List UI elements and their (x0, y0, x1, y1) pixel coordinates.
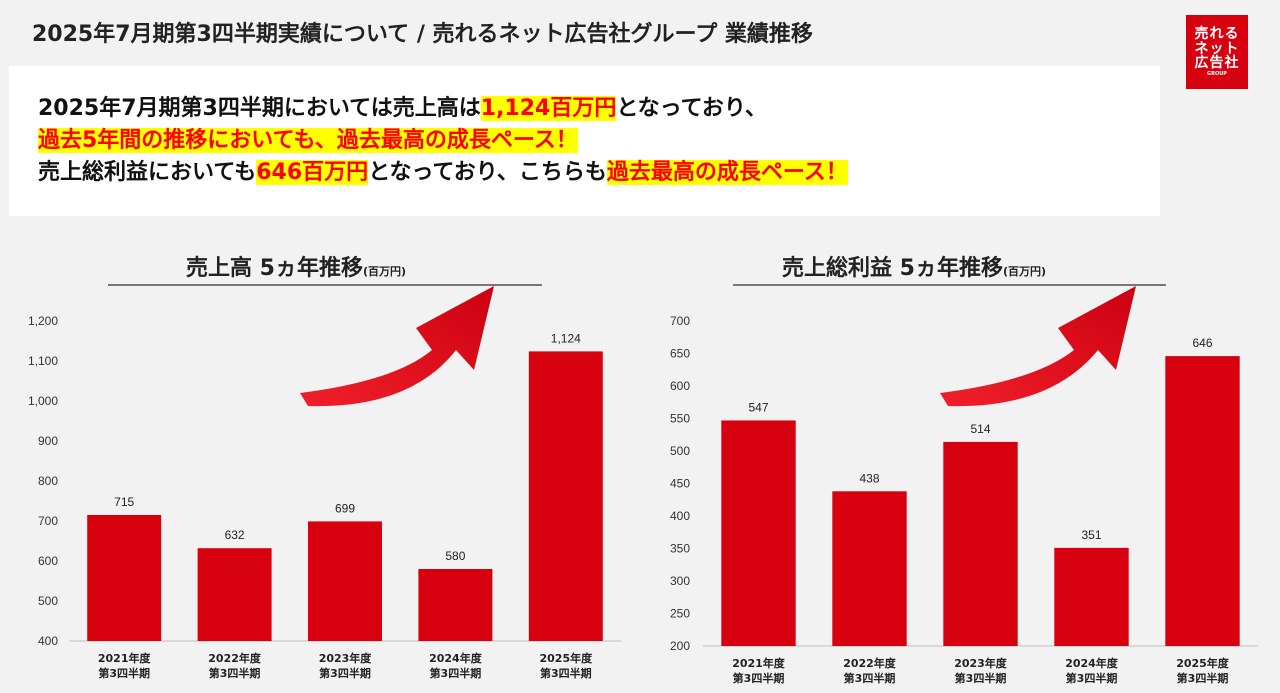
sales-y-tick-label: 900 (38, 434, 58, 448)
sales-title-rule (108, 284, 542, 286)
profit-y-tick-label: 400 (670, 509, 690, 523)
profit-chart-unit: (百万円) (1002, 265, 1047, 278)
profit-y-tick-label: 650 (670, 347, 690, 361)
profit-y-tick-label: 300 (670, 574, 690, 588)
profit-category-label: 2022年度 (843, 656, 897, 670)
logo-line-4: GROUP (1207, 70, 1227, 77)
profit-category-label: 2021年度 (732, 656, 786, 670)
profit-y-tick-label: 350 (670, 542, 690, 556)
sales-y-tick-label: 400 (38, 634, 58, 648)
summary-line-1: 2025年7月期第3四半期においては売上高は1,124百万円となっており、 (38, 94, 767, 124)
profit-y-tick-label: 500 (670, 444, 690, 458)
sales-highlight: 1,124百万円 (480, 96, 617, 121)
profit-chart-title: 売上総利益 5ヵ年推移(百万円) (782, 250, 1046, 282)
sales-category-label: 第3四半期 (540, 666, 592, 680)
sales-y-tick-label: 700 (38, 514, 58, 528)
summary-line-3: 売上総利益においても646百万円となっており、こちらも過去最高の成長ペース！ (38, 158, 848, 188)
profit-category-label: 第3四半期 (844, 671, 896, 685)
sales-bar (418, 569, 493, 641)
profit-bar (721, 420, 796, 646)
sales-category-label: 第3四半期 (430, 666, 482, 680)
sales-bar (197, 548, 272, 641)
summary-line-3-text: 売上総利益においても (38, 160, 257, 185)
sales-bar (308, 521, 382, 641)
profit-category-label: 第3四半期 (1066, 671, 1118, 685)
profit-category-label: 第3四半期 (1177, 671, 1229, 685)
sales-value-label: 580 (445, 549, 465, 563)
sales-value-label: 715 (114, 495, 134, 509)
sales-chart-unit: (百万円) (362, 265, 407, 278)
profit-category-label: 2023年度 (954, 656, 1008, 670)
sales-y-tick-label: 1,100 (28, 354, 58, 368)
sales-chart-title: 売上高 5ヵ年推移(百万円) (186, 250, 406, 282)
profit-y-tick-label: 250 (670, 607, 690, 621)
profit-y-tick-label: 200 (670, 639, 690, 653)
profit-category-label: 2024年度 (1065, 656, 1119, 670)
profit-growth-arrow-icon (940, 286, 1136, 407)
profit-y-tick-label: 550 (670, 412, 690, 426)
sales-y-tick-label: 800 (38, 474, 58, 488)
sales-category-label: 2023年度 (319, 651, 373, 665)
sales-value-label: 1,124 (551, 331, 581, 345)
profit-chart-title-text: 売上総利益 5ヵ年推移 (782, 256, 1003, 281)
profit-bar (1054, 547, 1129, 646)
profit-y-tick-label: 450 (670, 477, 690, 491)
sales-category-label: 2024年度 (429, 651, 483, 665)
profit-category-label: 第3四半期 (955, 671, 1007, 685)
summary-box: 2025年7月期第3四半期においては売上高は1,124百万円となっており、 過去… (9, 66, 1160, 216)
sales-bar (528, 351, 603, 641)
sales-category-label: 2021年度 (98, 651, 152, 665)
profit-bar (1165, 356, 1240, 646)
profit-value-label: 514 (970, 422, 990, 436)
sales-value-label: 632 (225, 528, 245, 542)
sales-y-tick-label: 1,200 (28, 314, 58, 328)
profit-bar (943, 441, 1018, 646)
sales-category-label: 第3四半期 (209, 666, 261, 680)
profit-category-label: 2025年度 (1176, 656, 1230, 670)
company-logo: 売れる ネット 広告社 GROUP (1186, 15, 1248, 89)
sales-y-tick-label: 600 (38, 554, 58, 568)
profit-category-label: 第3四半期 (733, 671, 785, 685)
sales-growth-arrow-icon (300, 286, 494, 407)
logo-line-2: ネット (1194, 40, 1240, 57)
sales-chart-title-text: 売上高 5ヵ年推移 (186, 256, 363, 281)
sales-category-label: 2022年度 (208, 651, 262, 665)
summary-line-2: 過去5年間の推移においても、過去最高の成長ペース！ (38, 126, 578, 156)
growth-highlight-2: 過去最高の成長ペース！ (606, 160, 848, 185)
profit-y-tick-label: 700 (670, 314, 690, 328)
gross-profit-highlight: 646百万円 (256, 160, 369, 185)
logo-line-1: 売れる (1194, 25, 1240, 42)
summary-line-3-mid: となっており、こちらも (368, 160, 607, 185)
summary-line-1-text: 2025年7月期第3四半期においては売上高は (38, 96, 481, 121)
profit-value-label: 351 (1081, 528, 1101, 542)
profit-value-label: 438 (859, 471, 879, 485)
summary-line-1-tail: となっており、 (616, 96, 768, 121)
page-title: 2025年7月期第3四半期実績について / 売れるネット広告社グループ 業績推移 (32, 22, 813, 47)
profit-bar (832, 491, 907, 646)
logo-line-3: 広告社 (1194, 55, 1240, 72)
sales-category-label: 2025年度 (539, 651, 593, 665)
sales-bar (87, 515, 162, 641)
header-bar: 2025年7月期第3四半期実績について / 売れるネット広告社グループ 業績推移 (0, 0, 1280, 64)
profit-value-label: 646 (1192, 336, 1212, 350)
sales-category-label: 第3四半期 (319, 666, 371, 680)
profit-title-rule (733, 284, 1166, 286)
profit-y-tick-label: 600 (670, 379, 690, 393)
sales-y-tick-label: 500 (38, 594, 58, 608)
growth-highlight: 過去5年間の推移においても、過去最高の成長ペース！ (38, 128, 578, 153)
sales-value-label: 699 (335, 501, 355, 515)
profit-value-label: 547 (748, 400, 768, 414)
sales-y-tick-label: 1,000 (28, 394, 58, 408)
sales-category-label: 第3四半期 (98, 666, 150, 680)
